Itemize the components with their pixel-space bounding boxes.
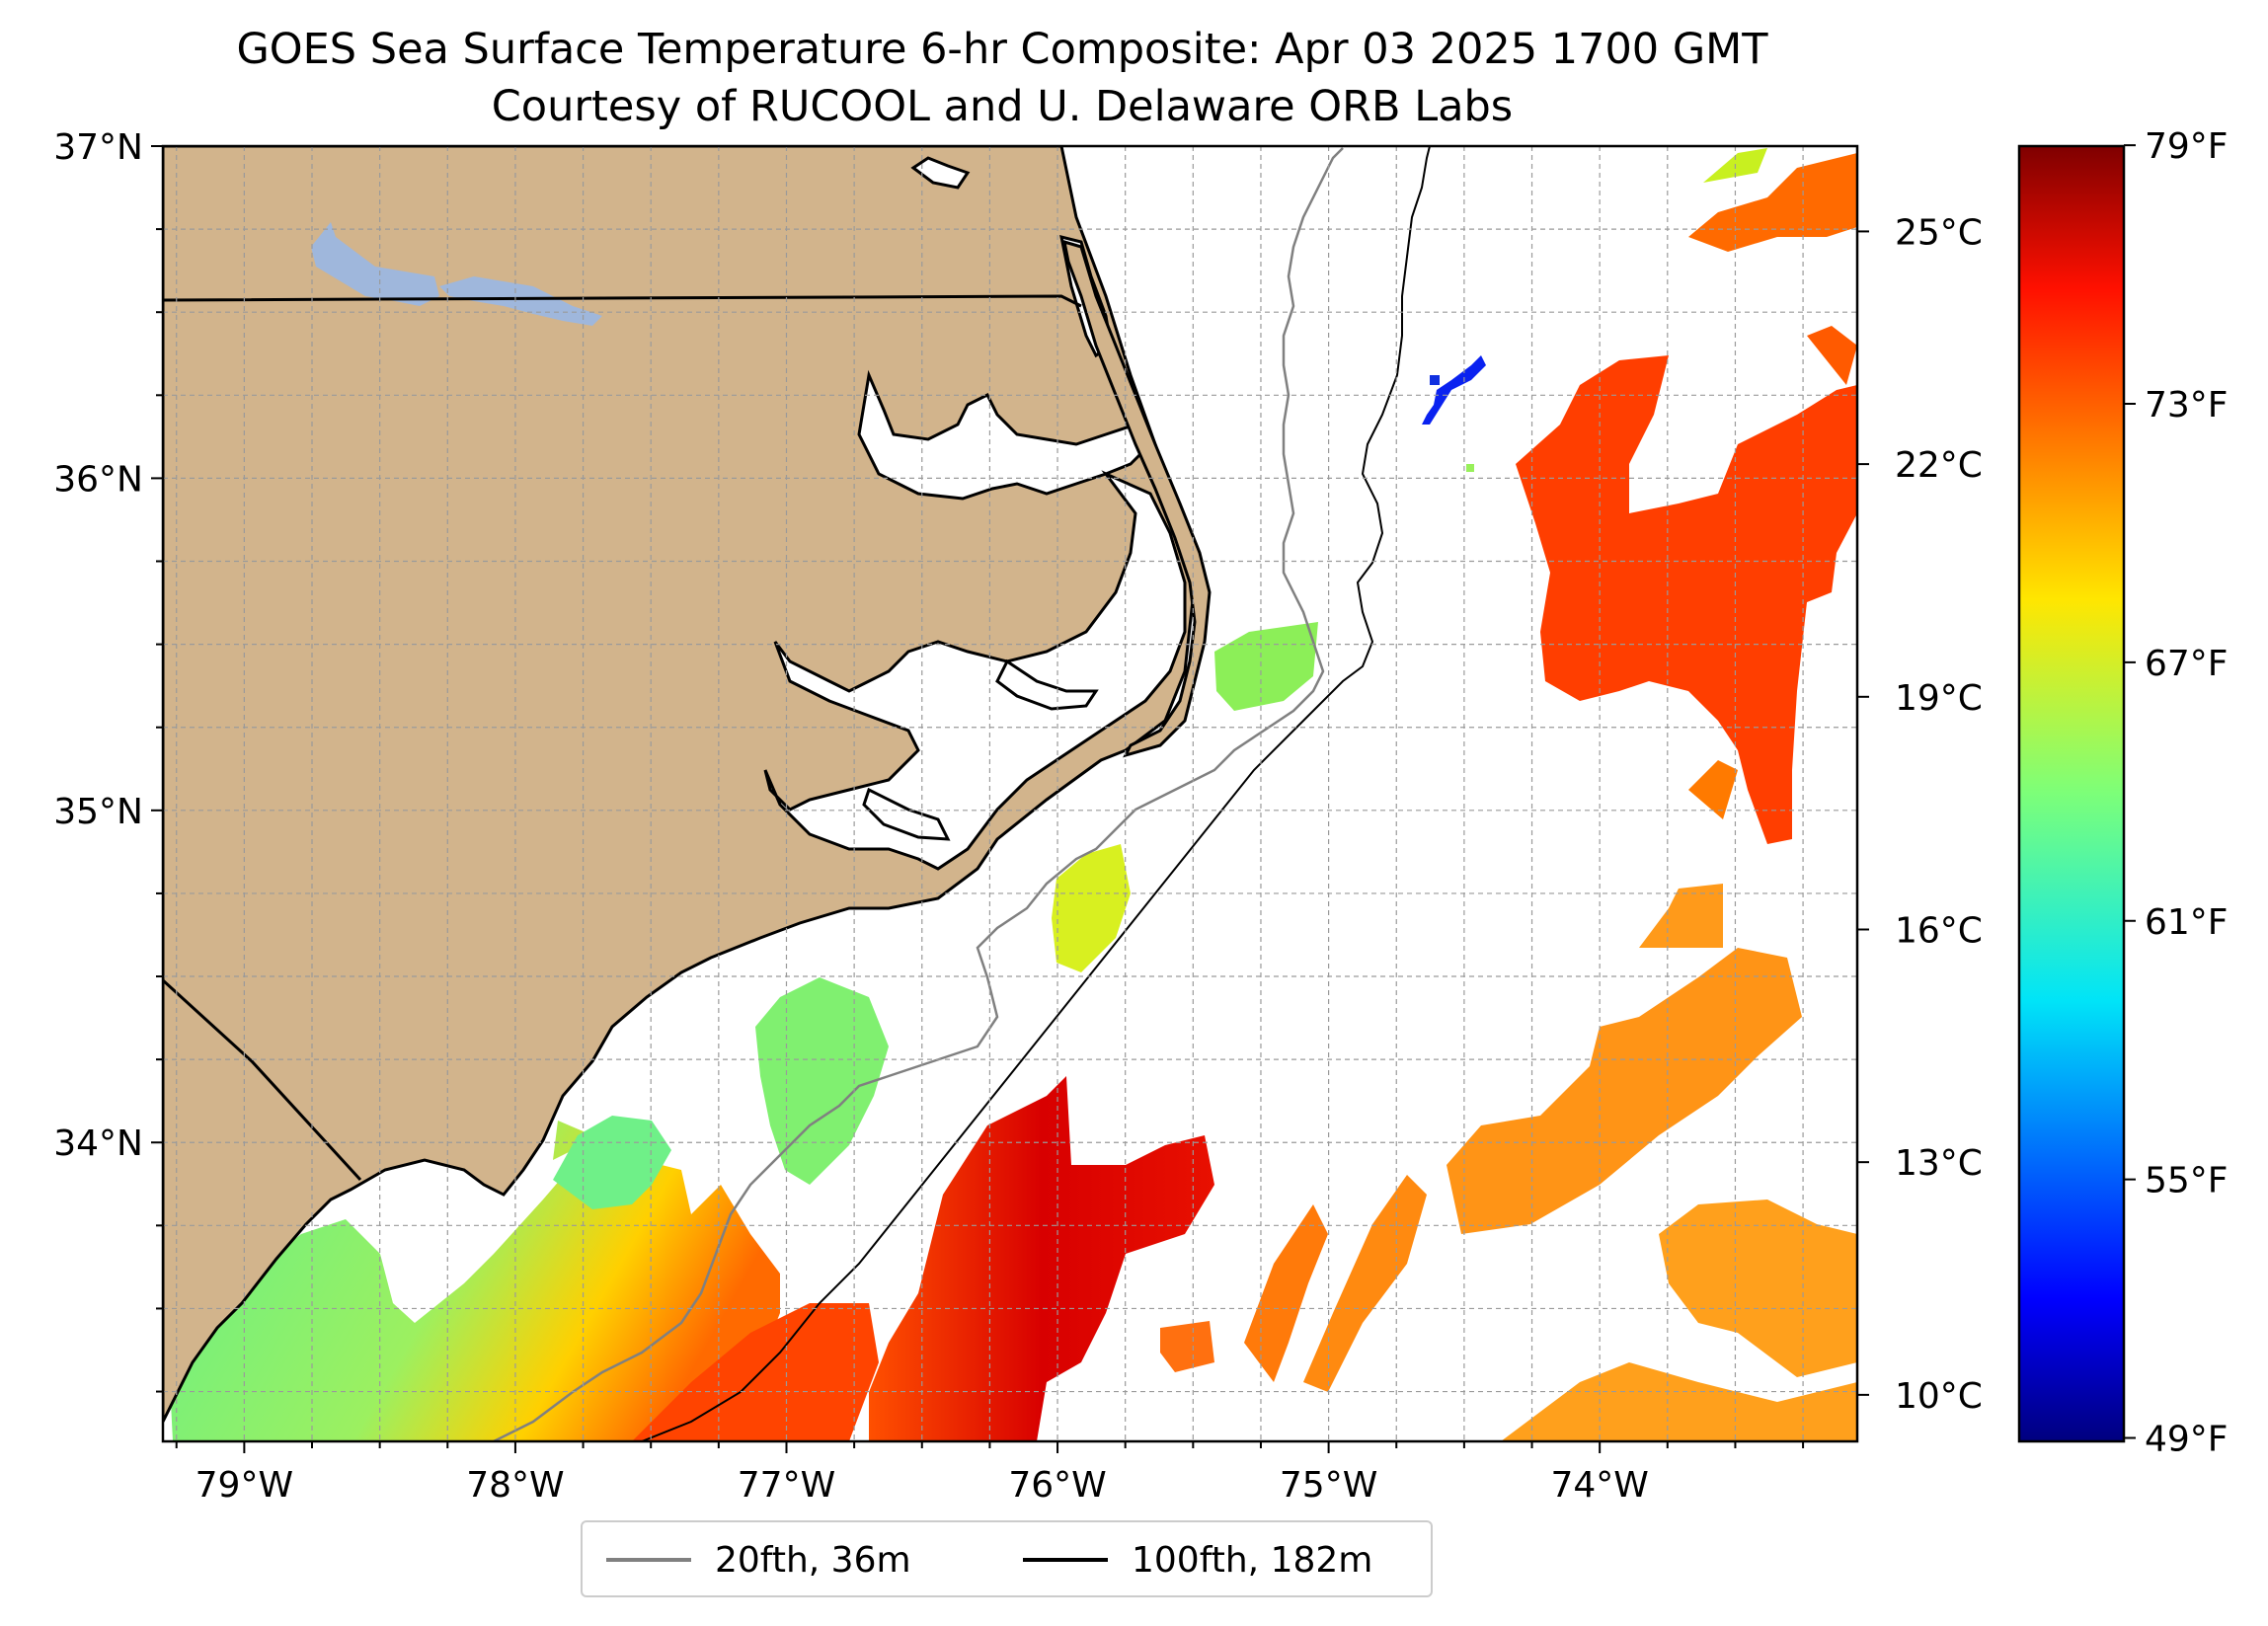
bathymetry-contours [493,146,1431,1441]
x-tick-label: 74°W [1550,1465,1648,1506]
celsius-tick-label: 13°C [1895,1143,1983,1184]
sst-patch-red-north [1516,355,1857,844]
legend-label-20fth: 20fth, 36m [715,1539,911,1581]
fahrenheit-tick-label: 73°F [2145,385,2229,426]
pamlico-sound [763,470,1187,871]
x-tick-label: 79°W [196,1465,293,1506]
pamlico-river-inlet [995,658,1099,711]
x-tick-label: 77°W [738,1465,835,1506]
map-subtitle: Courtesy of RUCOOL and U. Delaware ORB L… [491,82,1514,131]
legend-item-100fth: 100fth, 182m [1023,1539,1373,1581]
legend-item-20fth: 20fth, 36m [606,1539,911,1581]
map-frame [161,144,1859,1443]
sst-patch-orange-cut [1688,760,1738,819]
sst-patch-orange-east-3 [1447,948,1802,1234]
sst-patch-blue-small [1430,375,1440,385]
outer-banks [1062,239,1212,758]
nc-sc-border [163,978,362,1182]
celsius-tick-label: 16°C [1895,910,1983,951]
y-tick-label: 36°N [53,459,143,500]
colorbar-celsius-axis: 25°C 22°C 19°C 16°C 13°C 10°C [1857,212,1983,1417]
sst-patch-green-dot [1466,464,1474,472]
latitude-axis: 37°N 36°N 35°N 34°N [53,127,163,1393]
colorbar: 25°C 22°C 19°C 16°C 13°C 10°C 79°F 73°F 67°F 61°… [1857,126,2229,1460]
sst-patch-blue-cold [1422,355,1486,425]
map-gridlines [163,146,1857,1441]
sst-patch-gulfstream-edge [632,1303,879,1441]
lake-gaston [439,276,602,326]
celsius-tick-label: 25°C [1895,212,1983,253]
map-title: GOES Sea Surface Temperature 6-hr Compos… [236,25,1768,74]
x-tick-label: 78°W [466,1465,564,1506]
sst-patch-orange-east-1 [1244,1204,1328,1382]
sst-patch-green-lumps [755,977,889,1185]
va-nc-border [163,294,1082,308]
colorbar-fahrenheit-axis: 79°F 73°F 67°F 61°F 55°F 49°F [2124,126,2229,1460]
fahrenheit-tick-label: 79°F [2145,126,2229,167]
fahrenheit-tick-label: 55°F [2145,1161,2229,1201]
sst-patch-orange-east-2 [1303,1175,1427,1392]
neuse-river-inlet [862,787,951,841]
x-tick-label: 76°W [1008,1465,1106,1506]
sst-patch-gulfstream-core [869,1076,1214,1441]
celsius-tick-label: 22°C [1895,445,1983,486]
fahrenheit-tick-label: 67°F [2145,644,2229,684]
colorbar-gradient [2017,144,2126,1443]
land-layer [163,146,1197,1423]
bay-inlet-north [910,156,971,190]
contour-20fth-36m [493,147,1344,1441]
map-area [163,146,1857,1441]
sst-layer [170,148,1857,1441]
state-boundaries [163,294,1082,1182]
sst-patch-yellow-shelf [1052,844,1131,972]
fahrenheit-tick-label: 61°F [2145,902,2229,943]
sst-patch-orange-east-5 [1659,1200,1857,1377]
contour-legend: 20fth, 36m 100fth, 182m [581,1520,1433,1597]
legend-label-100fth: 100fth, 182m [1132,1539,1373,1581]
y-tick-label: 34°N [53,1123,143,1164]
fahrenheit-tick-label: 49°F [2145,1420,2229,1460]
lakes [311,222,602,326]
sst-patch-orange-east-4 [1639,884,1723,948]
sst-patch-orange-east-6 [1501,1362,1857,1441]
contour-100fth-182m [641,146,1431,1441]
legend-swatch-20fth [606,1558,691,1562]
sst-patch-orange-northeast [1688,153,1857,252]
celsius-tick-label: 10°C [1895,1376,1983,1417]
celsius-tick-label: 19°C [1895,678,1983,719]
longitude-axis: 79°W 78°W 77°W 76°W 75°W 74°W [175,1441,1805,1506]
y-tick-label: 35°N [53,792,143,832]
sst-patch-orange-corner [1807,326,1857,385]
x-tick-label: 75°W [1280,1465,1377,1506]
y-tick-label: 37°N [53,127,143,168]
sst-patch-orange-small [1160,1321,1214,1372]
lake-kerr [311,222,439,306]
legend-swatch-100fth [1023,1558,1108,1562]
